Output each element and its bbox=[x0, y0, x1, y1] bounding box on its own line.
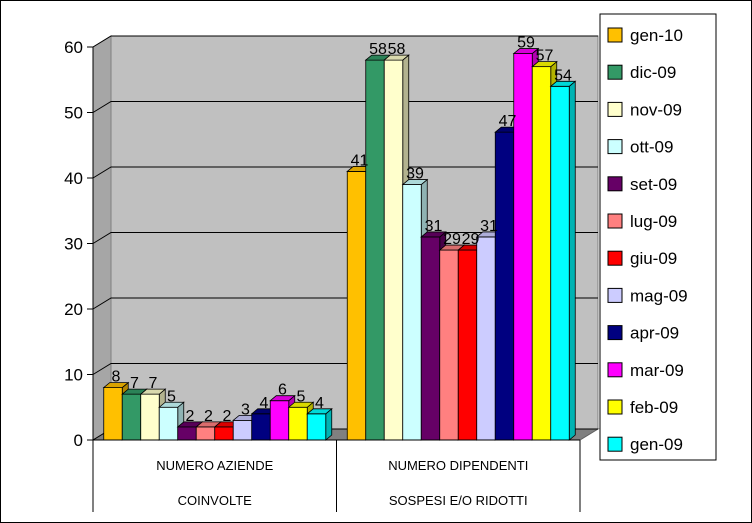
y-tick-label: 60 bbox=[64, 38, 83, 57]
bar bbox=[549, 80, 577, 441]
legend-label: feb-09 bbox=[630, 398, 678, 417]
data-label: 31 bbox=[480, 218, 498, 235]
bar bbox=[306, 407, 333, 441]
y-tick-label: 20 bbox=[64, 300, 83, 319]
legend-swatch bbox=[607, 213, 623, 229]
legend-swatch bbox=[607, 325, 623, 341]
legend-label: dic-09 bbox=[630, 63, 676, 82]
data-label: 47 bbox=[499, 113, 517, 130]
data-label: 2 bbox=[204, 408, 213, 425]
data-label: 7 bbox=[130, 375, 139, 392]
data-label: 58 bbox=[369, 41, 387, 58]
y-tick-label: 40 bbox=[64, 169, 83, 188]
gridline bbox=[92, 35, 598, 48]
category-label: COINVOLTE bbox=[178, 493, 252, 508]
data-label: 57 bbox=[536, 48, 554, 65]
data-label: 7 bbox=[149, 375, 158, 392]
data-label: 5 bbox=[297, 388, 306, 405]
legend-label: mar-09 bbox=[630, 361, 684, 380]
data-label: 31 bbox=[425, 218, 443, 235]
category-label: SOSPESI E/O RIDOTTI bbox=[389, 493, 528, 508]
legend-swatch bbox=[607, 399, 623, 415]
data-label: 2 bbox=[223, 408, 232, 425]
y-tick-label: 0 bbox=[74, 431, 83, 450]
gridline bbox=[92, 166, 598, 179]
legend: gen-10 dic-09 nov-09 ott-09 set-09 lug-09 giu-… bbox=[599, 13, 717, 461]
data-label: 4 bbox=[315, 395, 324, 412]
legend-label: giu-09 bbox=[630, 249, 677, 268]
legend-swatch bbox=[607, 176, 623, 192]
category-label: NUMERO AZIENDE bbox=[156, 458, 273, 473]
y-tick-label: 10 bbox=[64, 366, 83, 385]
category-label: NUMERO DIPENDENTI bbox=[388, 458, 528, 473]
legend-label: apr-09 bbox=[630, 324, 679, 343]
legend-label: gen-09 bbox=[630, 435, 683, 454]
legend-label: ott-09 bbox=[630, 138, 673, 157]
legend-swatch bbox=[607, 64, 623, 80]
data-label: 4 bbox=[260, 395, 269, 412]
legend-swatch bbox=[607, 436, 623, 452]
data-label: 58 bbox=[388, 41, 406, 58]
legend-swatch bbox=[607, 27, 623, 43]
data-label: 2 bbox=[186, 408, 195, 425]
y-tick-label: 50 bbox=[64, 104, 83, 123]
legend-swatch bbox=[607, 101, 623, 117]
data-label: 59 bbox=[517, 35, 535, 52]
legend-label: gen-10 bbox=[630, 26, 683, 45]
legend-swatch bbox=[607, 139, 623, 155]
category-table: NUMERO AZIENDE COINVOLTE NUMERO DIPENDENTI… bbox=[92, 440, 581, 512]
legend-box bbox=[599, 13, 717, 461]
legend-swatch bbox=[607, 250, 623, 266]
data-label: 41 bbox=[351, 152, 369, 169]
bars bbox=[102, 47, 577, 441]
y-tick-labels: 0 10 20 30 40 50 60 bbox=[64, 38, 83, 450]
data-label: 39 bbox=[406, 166, 424, 183]
legend-label: lug-09 bbox=[630, 212, 677, 231]
legend-swatch bbox=[607, 362, 623, 378]
data-label: 5 bbox=[167, 388, 176, 405]
legend-swatch bbox=[607, 287, 623, 303]
data-label: 54 bbox=[554, 67, 572, 84]
data-label: 3 bbox=[241, 401, 250, 418]
legend-label: set-09 bbox=[630, 175, 677, 194]
legend-label: nov-09 bbox=[630, 100, 682, 119]
gridline bbox=[92, 101, 598, 113]
data-label: 29 bbox=[462, 231, 480, 248]
y-tick-label: 30 bbox=[64, 235, 83, 254]
data-label: 29 bbox=[443, 231, 461, 248]
data-label: 8 bbox=[112, 369, 121, 386]
legend-label: mag-09 bbox=[630, 286, 688, 305]
data-label: 6 bbox=[278, 382, 287, 399]
